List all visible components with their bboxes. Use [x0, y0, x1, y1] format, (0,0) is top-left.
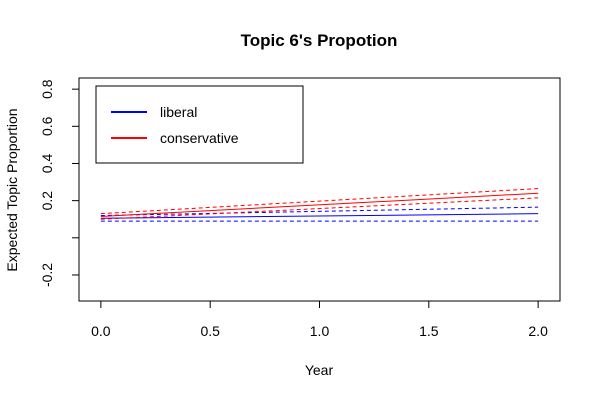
- x-tick-label: 0.0: [91, 323, 111, 339]
- y-tick-label: 0.2: [39, 191, 55, 211]
- series-2-dashed-line: [100, 206, 539, 217]
- x-tick-label: 2.0: [528, 323, 548, 339]
- x-axis: 0.0 0.5 1.0 1.5 2.0: [91, 300, 548, 339]
- legend-label-conservative: conservative: [160, 130, 239, 146]
- series-layer: [100, 188, 539, 222]
- x-tick-label: 1.5: [419, 323, 439, 339]
- y-axis: -0.2 0.2 0.4 0.6 0.8: [39, 79, 80, 287]
- y-tick-label: 0.6: [39, 116, 55, 136]
- x-tick-label: 1.0: [310, 323, 330, 339]
- legend-box: [95, 85, 304, 164]
- chart-title: Topic 6's Propotion: [241, 31, 398, 50]
- series-0-line: [100, 213, 539, 219]
- x-tick-label: 0.5: [200, 323, 220, 339]
- series-5-dashed-line: [100, 188, 539, 215]
- series-4-dashed-line: [100, 197, 539, 220]
- series-3-line: [100, 192, 539, 217]
- y-tick-label: -0.2: [39, 263, 55, 287]
- y-axis-label: Expected Topic Proportion: [4, 108, 20, 271]
- legend-label-liberal: liberal: [160, 104, 197, 120]
- y-tick-label: 0.4: [39, 154, 55, 174]
- x-axis-label: Year: [305, 362, 334, 378]
- legend: liberal conservative: [95, 85, 304, 164]
- y-tick-label: 0.8: [39, 79, 55, 99]
